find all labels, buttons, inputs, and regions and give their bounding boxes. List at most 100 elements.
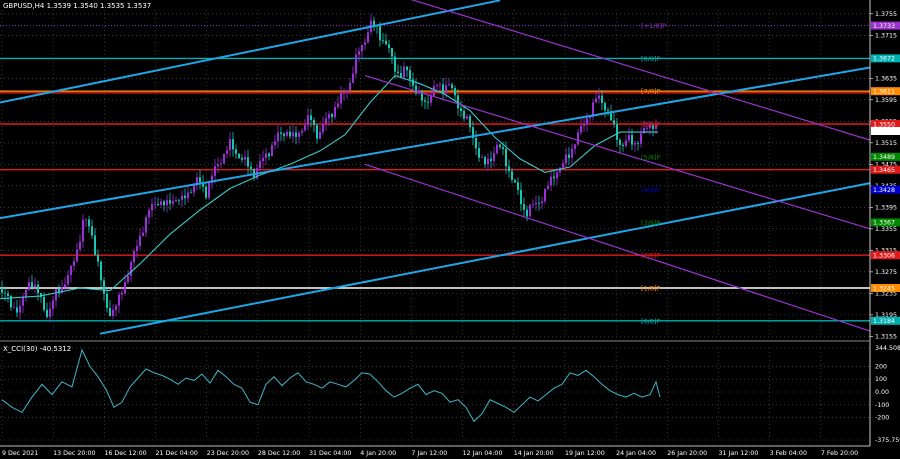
candle-body: [73, 261, 75, 266]
price-badge: [871, 165, 900, 174]
candle-body: [262, 157, 264, 162]
candle-body: [271, 145, 273, 157]
candle-body: [571, 148, 573, 158]
candle-body: [622, 144, 624, 146]
candle-body: [493, 153, 495, 162]
time-tick-label: 3 Feb 04:00: [770, 450, 807, 457]
candle-body: [358, 51, 360, 55]
candle-body: [559, 167, 561, 173]
candlesticks: [1, 13, 657, 323]
trend-line[interactable]: [405, 0, 871, 141]
time-tick-label: 21 Dec 04:00: [156, 450, 198, 457]
price-badge: [871, 185, 900, 194]
candle-body: [52, 300, 54, 309]
candle-body: [238, 153, 240, 158]
candle-body: [514, 179, 516, 183]
candle-body: [94, 235, 96, 255]
candle-body: [553, 176, 555, 179]
candle-body: [391, 48, 393, 57]
time-tick-label: 31 Jan 12:00: [718, 450, 758, 457]
murray-level-label: [1/8]P: [641, 284, 661, 292]
candle-body: [148, 210, 150, 218]
candle-body: [145, 217, 147, 233]
candle-body: [394, 56, 396, 72]
price-axis: 1.37551.37151.36351.35951.35551.35151.34…: [869, 0, 900, 446]
candle-body: [379, 26, 381, 41]
candle-body: [454, 88, 456, 96]
symbol-title: GBPUSD,H4 1.3539 1.3540 1.3535 1.3537: [3, 2, 151, 10]
trend-line[interactable]: [364, 75, 871, 230]
candle-body: [478, 148, 480, 158]
candle-body: [586, 118, 588, 125]
candle-body: [22, 296, 24, 306]
candle-body: [277, 132, 279, 142]
candle-body: [268, 153, 270, 157]
candle-body: [265, 153, 267, 158]
murray-level-label: [+1/8]P: [641, 22, 666, 30]
candle-body: [625, 140, 627, 146]
murray-level-label: [4/8]P: [641, 186, 661, 194]
murray-level-label: [7/8]P: [641, 88, 661, 96]
price-badge: [871, 152, 900, 161]
candle-body: [592, 102, 594, 117]
price-badge-label: 1.3550: [873, 121, 895, 128]
trend-line[interactable]: [99, 182, 871, 335]
candle-body: [361, 44, 363, 52]
candle-body: [595, 98, 597, 103]
candle-body: [400, 72, 402, 77]
price-tick-label: 1.3275: [875, 269, 897, 276]
candle-body: [544, 188, 546, 202]
price-tick-label: 1.3715: [875, 32, 897, 39]
candle-body: [469, 116, 471, 128]
price-badge-label: 1.3367: [873, 220, 895, 227]
candle-body: [121, 293, 123, 295]
candle-body: [436, 85, 438, 86]
time-tick-label: 23 Dec 20:00: [207, 450, 249, 457]
candle-body: [580, 125, 582, 133]
murray-level-label: [2/8]P: [641, 252, 661, 260]
candle-body: [217, 164, 219, 167]
candle-body: [205, 186, 207, 198]
candle-body: [574, 144, 576, 149]
price-tick-label: 1.3395: [875, 204, 897, 211]
time-axis: 9 Dec 2021 13 Dec 20:00 16 Dec 12:00 21 Dec…: [0, 445, 870, 457]
candle-body: [589, 116, 591, 119]
trend-line[interactable]: [364, 163, 871, 332]
trend-line[interactable]: [0, 0, 501, 104]
time-tick-label: 14 Jan 20:00: [514, 450, 554, 457]
candle-body: [472, 127, 474, 138]
price-tick-label: 1.3635: [875, 75, 897, 82]
candle-body: [154, 204, 156, 205]
candle-body: [541, 201, 543, 204]
candle-body: [202, 182, 204, 187]
candle-body: [367, 32, 369, 43]
candle-body: [562, 163, 564, 168]
candle-body: [283, 133, 285, 136]
candle-body: [10, 296, 12, 308]
trend-lines[interactable]: [0, 0, 871, 335]
candle-body: [214, 166, 216, 176]
candle-body: [631, 134, 633, 145]
price-badge: [871, 119, 900, 128]
time-tick-label: 26 Jan 20:00: [667, 450, 707, 457]
horizontal-levels: [0, 25, 870, 322]
candle-body: [442, 84, 444, 94]
candle-body: [295, 132, 297, 137]
candle-body: [319, 131, 321, 139]
trend-line[interactable]: [0, 66, 871, 220]
candle-body: [160, 201, 162, 205]
candle-body: [67, 275, 69, 285]
candle-body: [430, 95, 432, 103]
candle-body: [412, 79, 414, 86]
candle-body: [112, 309, 114, 316]
price-badge: [871, 126, 900, 135]
candle-body: [466, 116, 468, 119]
candle-body: [403, 66, 405, 77]
candle-body: [136, 245, 138, 251]
price-tick-label: 1.3355: [875, 226, 897, 233]
candle-body: [232, 139, 234, 150]
candle-body: [28, 282, 30, 290]
candle-body: [274, 141, 276, 146]
candle-body: [577, 132, 579, 145]
